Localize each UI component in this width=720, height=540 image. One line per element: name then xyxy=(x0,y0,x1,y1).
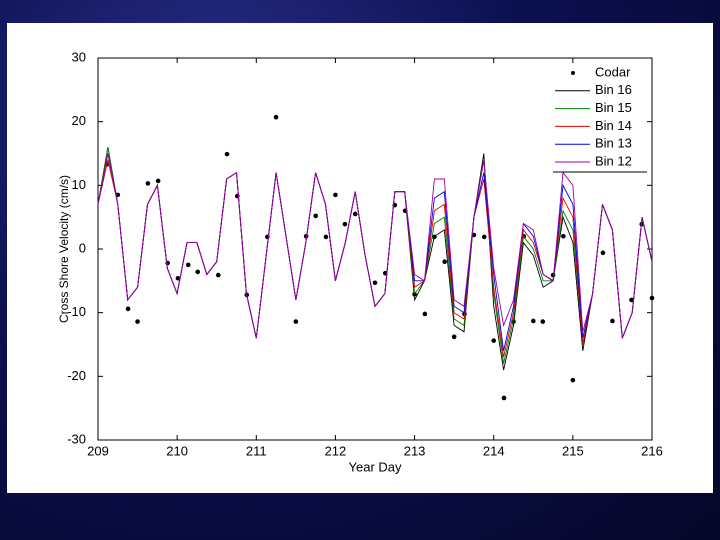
codar-point xyxy=(610,318,615,324)
codar-point xyxy=(451,334,457,340)
codar-point xyxy=(629,297,634,303)
codar-point xyxy=(224,151,230,157)
codar-point xyxy=(570,377,576,383)
y-tick-label: -10 xyxy=(67,304,86,319)
legend-label: Bin 15 xyxy=(595,100,632,115)
y-tick-label: -20 xyxy=(67,368,86,383)
codar-point xyxy=(600,250,606,256)
series-line xyxy=(97,153,653,339)
x-tick-label: 213 xyxy=(404,443,426,458)
codar-point xyxy=(195,269,201,275)
legend-label: Bin 16 xyxy=(595,82,632,97)
codar-point xyxy=(481,234,487,240)
x-axis-label: Year Day xyxy=(349,459,402,474)
codar-point xyxy=(352,211,358,217)
codar-point xyxy=(501,395,507,401)
y-axis-label: Cross Shore Velocity (cm/s) xyxy=(57,175,71,323)
codar-point xyxy=(155,178,161,184)
codar-point xyxy=(649,295,655,301)
codar-point xyxy=(135,319,140,324)
codar-point xyxy=(185,262,191,268)
y-tick-label: 20 xyxy=(72,113,86,128)
codar-point xyxy=(175,275,181,281)
legend-label: Bin 12 xyxy=(595,153,632,168)
y-tick-label: 0 xyxy=(79,240,86,255)
x-tick-label: 210 xyxy=(166,443,188,458)
codar-point xyxy=(333,192,338,198)
panel xyxy=(7,23,713,493)
x-tick-label: 216 xyxy=(641,443,663,458)
x-tick-label: 215 xyxy=(562,443,584,458)
series-line xyxy=(97,153,653,351)
y-tick-label: 30 xyxy=(72,49,86,64)
codar-point xyxy=(442,259,447,265)
x-tick-label: 214 xyxy=(483,443,505,458)
codar-point xyxy=(125,306,131,312)
codar-point xyxy=(273,114,279,120)
codar-point xyxy=(530,318,536,324)
y-tick-label: -30 xyxy=(67,431,86,446)
codar-point xyxy=(561,233,566,239)
codar-point xyxy=(491,338,497,343)
x-tick-label: 209 xyxy=(87,443,109,458)
plot-frame xyxy=(97,57,653,441)
codar-point xyxy=(293,319,299,324)
codar-point xyxy=(372,280,378,286)
codar-point xyxy=(215,272,221,278)
legend-marker xyxy=(571,71,575,75)
codar-point xyxy=(422,311,428,317)
legend-label: Bin 13 xyxy=(595,136,632,151)
legend-label: Codar xyxy=(595,64,631,79)
x-tick-label: 211 xyxy=(246,443,267,458)
codar-point xyxy=(342,221,348,227)
y-tick-label: 10 xyxy=(72,177,86,192)
codar-point xyxy=(313,213,318,219)
codar-point xyxy=(145,181,151,186)
series-line xyxy=(97,159,653,358)
codar-point xyxy=(323,234,329,240)
codar-point xyxy=(165,260,170,266)
codar-point xyxy=(540,319,546,324)
x-tick-label: 212 xyxy=(325,443,347,458)
legend-label: Bin 14 xyxy=(595,118,632,133)
